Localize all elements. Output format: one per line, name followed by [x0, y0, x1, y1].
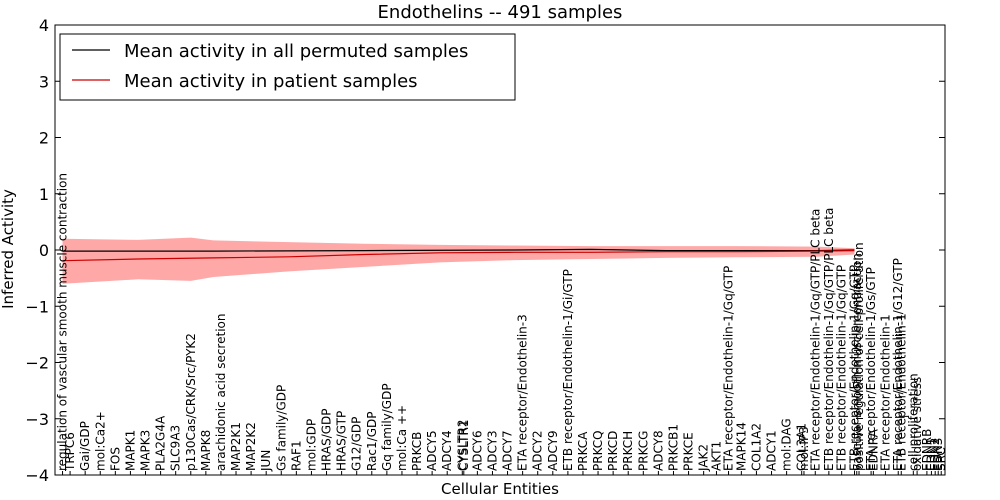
y-tick-label: 3 — [39, 72, 49, 91]
entity-label: PRKCD — [606, 431, 620, 471]
y-tick-label: 0 — [39, 241, 49, 260]
y-tick-label: −1 — [25, 297, 49, 316]
entity-label: ADCY9 — [546, 430, 560, 471]
entity-label: HRAS/GTP — [335, 411, 349, 471]
entity-label: ADCY5 — [425, 430, 439, 471]
entity-label: MAPK8 — [199, 430, 213, 471]
legend: Mean activity in all permuted samples Me… — [59, 33, 516, 101]
entity-label: ADCY2 — [531, 430, 545, 471]
entity-label: PRKCE — [682, 432, 696, 471]
entity-label: Gs family/GDP — [274, 385, 288, 471]
entity-label: JAK2 — [697, 444, 711, 472]
entity-label: EDN1 — [924, 438, 938, 471]
entity-label: ETB receptor/Endothelin-1 — [894, 313, 908, 471]
entity-label: MAPK1 — [123, 430, 137, 471]
chart-title: Endothelins -- 491 samples — [378, 2, 623, 23]
entity-label: RAF1 — [289, 440, 303, 471]
entity-label: positive regulation of cell proliferatio… — [852, 242, 866, 471]
y-tick-label: 1 — [39, 185, 49, 204]
entity-label: oxidative stress — [910, 377, 924, 471]
y-tick-label: 4 — [39, 16, 49, 35]
x-axis-label: Cellular Entities — [441, 480, 559, 498]
entity-label: ETB receptor/Endothelin-1/Gi/GTP — [561, 269, 575, 471]
entity-label: CYSLTR2 — [455, 420, 469, 471]
entity-label: ETA receptor/Endothelin-1 — [878, 314, 892, 471]
axis-ticks: −4 −3 −2 −1 0 1 2 3 4 — [25, 16, 945, 485]
entity-label: vascular smooth muscle contraction — [850, 253, 864, 471]
y-tick-label: 2 — [39, 129, 49, 148]
entity-label: EDN3 — [931, 438, 945, 471]
entity-label: SLC9A3 — [169, 425, 183, 471]
y-tick-label: −3 — [25, 410, 49, 429]
plot-frame — [54, 24, 946, 476]
entity-label: mol:Ca ++ — [395, 405, 409, 471]
y-tick-label: −4 — [25, 466, 49, 485]
legend-box — [59, 33, 516, 101]
y-tick-label: −2 — [25, 354, 49, 373]
entity-label: p130Cas/CRK/Src/PYK2 — [184, 333, 198, 471]
entity-label: ETA receptor/Endothelin-3 — [516, 314, 530, 471]
permuted-mean-line — [62, 248, 855, 252]
legend-label-patient: Mean activity in patient samples — [124, 71, 418, 92]
entity-label: FOS — [108, 447, 122, 471]
entity-label: MAPK3 — [139, 430, 153, 471]
entity-label: ETA receptor/Endothelin-1/Gs/GTP — [864, 267, 878, 471]
entity-label: ADCY3 — [486, 430, 500, 471]
entity-label: HRAS/GDP — [320, 408, 334, 471]
entity-label: ADCY6 — [470, 430, 484, 471]
entity-label: JUN — [259, 450, 273, 472]
entity-label: mol:DAG — [780, 418, 794, 471]
entity-label: COL3A1 — [795, 423, 809, 471]
entity-label: arachidonic acid secretion — [214, 314, 228, 471]
entity-label: MAPK14 — [734, 422, 748, 471]
entity-label: mol:IP3 — [797, 426, 811, 471]
legend-label-permuted: Mean activity in all permuted samples — [124, 41, 468, 62]
entity-label: ADCY7 — [501, 430, 515, 471]
entity-label: EDNRB — [920, 429, 934, 471]
entity-label: mol:GDP — [304, 419, 318, 471]
entity-label: SRC — [934, 447, 948, 471]
entity-label: MAP2K2 — [244, 422, 258, 471]
entity-label: PRKCQ — [591, 430, 605, 471]
entity-label: Gq family/GDP — [380, 383, 394, 471]
entity-label: G12/GDP — [350, 417, 364, 471]
entity-label: AKT1 — [710, 441, 724, 471]
entity-label: ETB receptor/Endothelin-1/Gq/GTP — [848, 265, 862, 471]
entity-label: cell proliferation — [906, 373, 920, 471]
entity-label: EDNRA — [866, 428, 880, 471]
entity-label: ETA receptor/Endothelin-1/Gq/GTP — [722, 266, 736, 471]
entity-label: mol:Ca2+ — [93, 411, 107, 471]
patient-activity-band — [62, 237, 855, 284]
entity-label: regulation of vascular smooth muscle con… — [56, 173, 70, 471]
entity-label: MAP2K1 — [229, 422, 243, 471]
entity-label: CYSLTR1 — [457, 420, 471, 471]
entity-label: ADCY8 — [651, 430, 665, 471]
entity-label: ADCY4 — [440, 430, 454, 471]
entity-label: ADCY1 — [765, 430, 779, 471]
entity-label: TRPC6 — [63, 432, 77, 472]
entity-label: PRKCG — [636, 431, 650, 471]
patient-mean-line — [62, 250, 855, 262]
entity-label: PRKCH — [621, 431, 635, 471]
entity-label: Gai/GDP — [78, 421, 92, 471]
entity-label: ETB receptor/Endothelin-1/Gq/GTP — [835, 265, 849, 471]
y-axis-label: Inferred Activity — [0, 189, 17, 309]
entity-label: ETA receptor/Endothelin-1/G12/GTP — [891, 258, 905, 471]
plot-area: −4 −3 −2 −1 0 1 2 3 4 regulation of vascular smo… — [25, 16, 948, 485]
entity-label: Rac1/GDP — [365, 412, 379, 471]
entity-labels: regulation of vascular smooth muscle con… — [56, 173, 949, 472]
entity-label: PRKCB1 — [667, 424, 681, 471]
entity-label: EDN2 — [928, 438, 942, 471]
entity-label: ETB receptor/Endothelin-1/Gq/GTP/PLC bet… — [822, 208, 836, 471]
entity-label: PRKCB — [410, 432, 424, 471]
entity-label: ETA receptor/Endothelin-1/Gq/GTP/PLC bet… — [808, 209, 822, 471]
entity-label: PLA2G4A — [154, 415, 168, 471]
entity-label: PRKCA — [576, 431, 590, 471]
entity-label: COL1A2 — [749, 423, 763, 471]
